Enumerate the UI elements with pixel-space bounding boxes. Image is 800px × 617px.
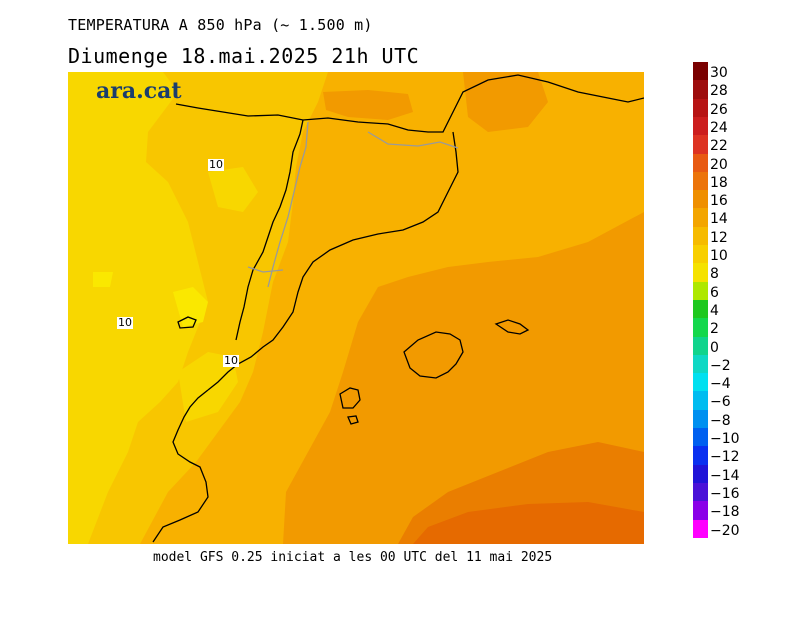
legend-label: −2 bbox=[710, 357, 731, 374]
legend-label: −10 bbox=[710, 431, 740, 447]
legend-swatch bbox=[693, 299, 708, 319]
ara-cat-logo: ara.cat bbox=[96, 78, 182, 104]
legend-swatch bbox=[693, 409, 708, 429]
legend-swatch bbox=[693, 62, 708, 81]
field-18-20 bbox=[413, 502, 644, 544]
legend-label: −14 bbox=[710, 467, 740, 484]
legend-swatch bbox=[693, 226, 708, 246]
legend-swatch bbox=[693, 391, 708, 411]
legend-label: 8 bbox=[710, 266, 719, 283]
legend-label: 14 bbox=[710, 211, 728, 228]
legend-swatch bbox=[693, 208, 708, 228]
legend-label: 24 bbox=[710, 119, 728, 136]
legend-swatch bbox=[693, 263, 708, 283]
legend-label: −8 bbox=[710, 412, 731, 429]
legend-label: 26 bbox=[710, 101, 728, 118]
legend-label: −20 bbox=[710, 522, 740, 539]
legend-swatch bbox=[693, 464, 708, 484]
legend-swatch bbox=[693, 171, 708, 191]
field-8-10 bbox=[68, 72, 208, 544]
legend-swatch bbox=[693, 501, 708, 520]
contour-label: 10 bbox=[223, 354, 239, 367]
legend-label: −18 bbox=[710, 504, 740, 521]
legend-label: 6 bbox=[710, 284, 719, 301]
legend-swatch bbox=[693, 98, 708, 118]
legend-label: −6 bbox=[710, 394, 731, 411]
legend-label: 16 bbox=[710, 193, 728, 210]
color-legend bbox=[693, 62, 708, 539]
legend-label: −16 bbox=[710, 485, 740, 502]
legend-label: 30 bbox=[710, 65, 728, 81]
legend-swatch bbox=[693, 135, 708, 154]
legend-swatch bbox=[693, 190, 708, 209]
coastlines bbox=[152, 74, 644, 543]
legend-swatch bbox=[693, 245, 708, 264]
legend-label: 2 bbox=[710, 321, 719, 338]
regional-borders bbox=[247, 121, 459, 288]
contour-label: 10 bbox=[208, 158, 224, 171]
legend-swatch bbox=[693, 80, 708, 100]
temperature-map bbox=[68, 72, 644, 544]
legend-label: 10 bbox=[710, 248, 728, 264]
model-footer: model GFS 0.25 iniciat a les 00 UTC del … bbox=[153, 550, 553, 565]
legend-label: 22 bbox=[710, 138, 728, 155]
legend-label: 12 bbox=[710, 229, 728, 246]
legend-swatch bbox=[693, 354, 708, 374]
legend-swatch bbox=[693, 428, 708, 447]
legend-label: 20 bbox=[710, 156, 728, 173]
legend-label: 28 bbox=[710, 83, 728, 100]
map-title: TEMPERATURA A 850 hPa (~ 1.500 m) bbox=[68, 16, 373, 34]
legend-swatch bbox=[693, 482, 708, 502]
legend-label: −12 bbox=[710, 449, 740, 466]
legend-swatch bbox=[693, 336, 708, 356]
legend-swatch bbox=[693, 373, 708, 392]
legend-label: 4 bbox=[710, 302, 719, 319]
legend-swatch bbox=[693, 153, 708, 173]
contour-label: 10 bbox=[117, 316, 133, 329]
map-datetime: Diumenge 18.mai.2025 21h UTC bbox=[68, 44, 420, 68]
legend-label: 18 bbox=[710, 174, 728, 191]
legend-label: −4 bbox=[710, 376, 731, 393]
legend-label: 0 bbox=[710, 339, 719, 356]
legend-swatch bbox=[693, 281, 708, 301]
legend-swatch bbox=[693, 116, 708, 136]
legend-swatch bbox=[693, 318, 708, 337]
legend-swatch bbox=[693, 519, 708, 539]
legend-swatch bbox=[693, 446, 708, 466]
